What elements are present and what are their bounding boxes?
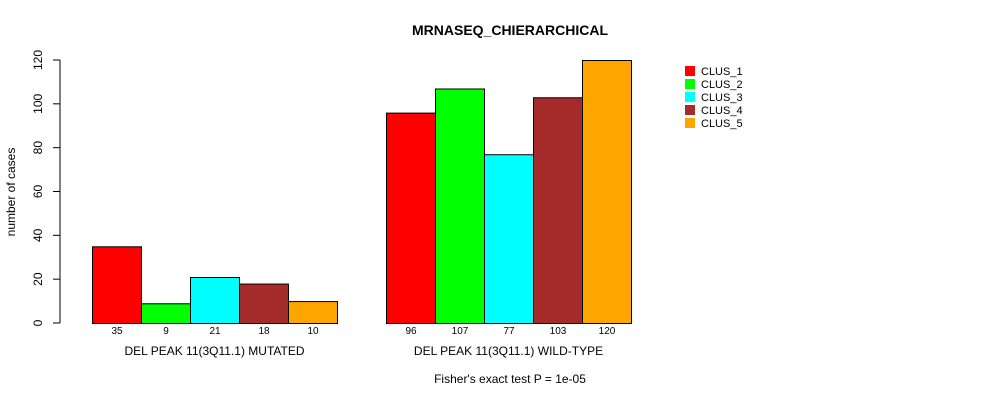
bar	[92, 246, 142, 325]
group-labels: DEL PEAK 11(3Q11.1) MUTATED DEL PEAK 11(3…	[124, 344, 603, 358]
bar	[484, 154, 534, 324]
bar-value-label: 18	[258, 326, 270, 337]
y-tick-label: 20	[31, 272, 45, 286]
y-tick-label: 40	[31, 228, 45, 242]
y-tick-label: 120	[31, 50, 45, 70]
bar-value-label: 107	[452, 326, 469, 337]
bar	[190, 276, 240, 325]
legend-swatch	[685, 79, 695, 89]
legend-label: CLUS_3	[701, 92, 743, 104]
legend-label: CLUS_4	[701, 105, 743, 117]
bar	[141, 303, 191, 324]
bar	[239, 283, 289, 324]
bar-value-label: 10	[307, 326, 319, 337]
bar-value-label: 77	[503, 326, 515, 337]
legend-swatch	[685, 66, 695, 76]
y-axis: 0 20 40 60 80 100 120	[31, 50, 61, 326]
bar-value-labels: 35 9 21 18 10 96 107 77 103 120	[111, 326, 615, 337]
legend-swatch	[685, 118, 695, 128]
bar-value-label: 21	[209, 326, 221, 337]
bar	[435, 88, 485, 324]
y-axis-label: number of cases	[4, 148, 18, 237]
legend-label: CLUS_1	[701, 66, 743, 78]
legend-label: CLUS_5	[701, 118, 743, 130]
bar	[533, 97, 583, 324]
bars	[92, 60, 632, 325]
group-label: DEL PEAK 11(3Q11.1) WILD-TYPE	[414, 344, 603, 358]
bar-value-label: 35	[111, 326, 123, 337]
bar-value-label: 120	[599, 326, 616, 337]
bar-value-label: 103	[550, 326, 567, 337]
bar	[386, 112, 436, 324]
y-tick-label: 0	[31, 319, 45, 326]
y-tick-label: 100	[31, 94, 45, 114]
bar	[582, 60, 632, 324]
y-tick-label: 80	[31, 141, 45, 155]
legend-swatch	[685, 105, 695, 115]
group-label: DEL PEAK 11(3Q11.1) MUTATED	[124, 344, 304, 358]
chart-subtitle: Fisher's exact test P = 1e-05	[434, 372, 586, 386]
legend-label: CLUS_2	[701, 79, 743, 91]
y-tick-label: 60	[31, 185, 45, 199]
bar-value-label: 9	[163, 326, 169, 337]
legend-swatch	[685, 92, 695, 102]
bar	[288, 301, 338, 325]
chart-title: MRNASEQ_CHIERARCHICAL	[412, 22, 608, 38]
bar-value-label: 96	[405, 326, 417, 337]
